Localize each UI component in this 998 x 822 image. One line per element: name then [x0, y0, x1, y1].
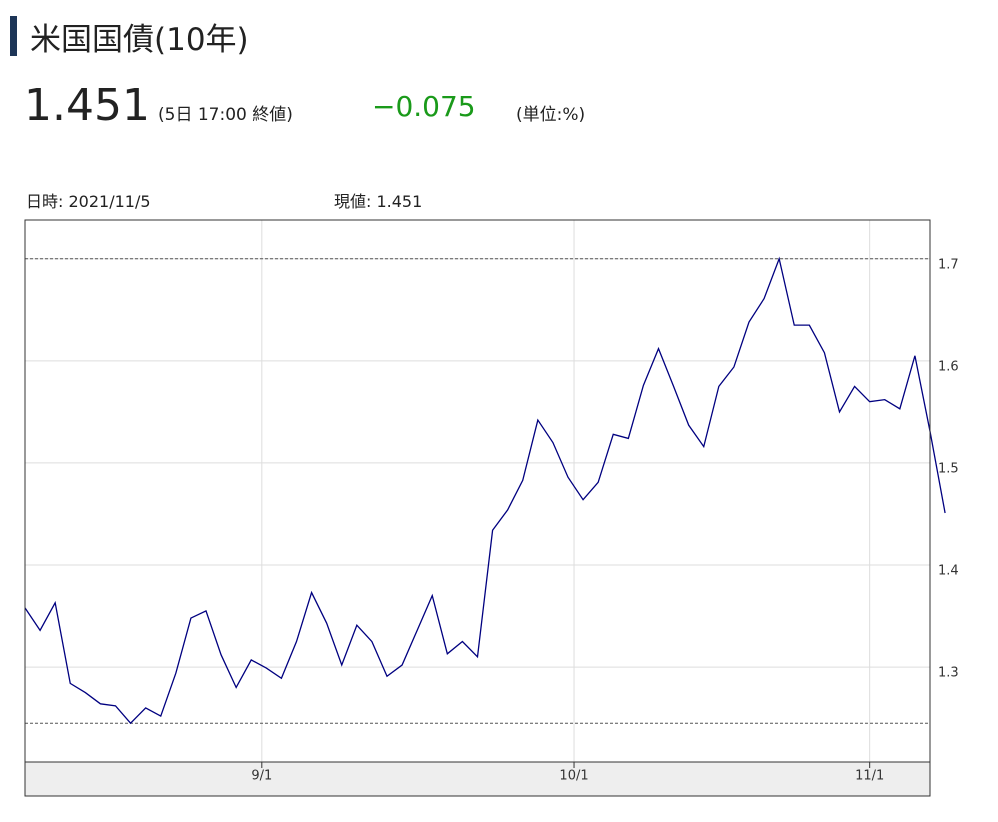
y-tick-label: 1.7	[938, 257, 959, 272]
x-axis-strip	[24, 761, 931, 797]
y-tick-label: 1.3	[938, 666, 959, 681]
title: 米国国債(10年)	[30, 22, 249, 58]
price-line	[24, 256, 946, 725]
time-note: (5日 17:00 終値)	[158, 105, 293, 125]
x-tick-label: 11/1	[855, 769, 884, 784]
change: −0.075	[372, 90, 476, 123]
y-tick-label: 1.6	[938, 359, 959, 374]
plot-frame	[24, 219, 931, 763]
y-tick-label: 1.5	[938, 461, 959, 476]
date-label: 日時: 2021/11/5	[26, 192, 151, 211]
y-tick-label: 1.4	[938, 564, 959, 579]
unit: (単位:%)	[516, 105, 586, 125]
price: 1.451	[24, 80, 150, 131]
title-bar	[10, 16, 17, 56]
current-label: 現値: 1.451	[334, 192, 423, 211]
x-tick-label: 10/1	[559, 769, 588, 784]
x-tick-label: 9/1	[251, 769, 272, 784]
